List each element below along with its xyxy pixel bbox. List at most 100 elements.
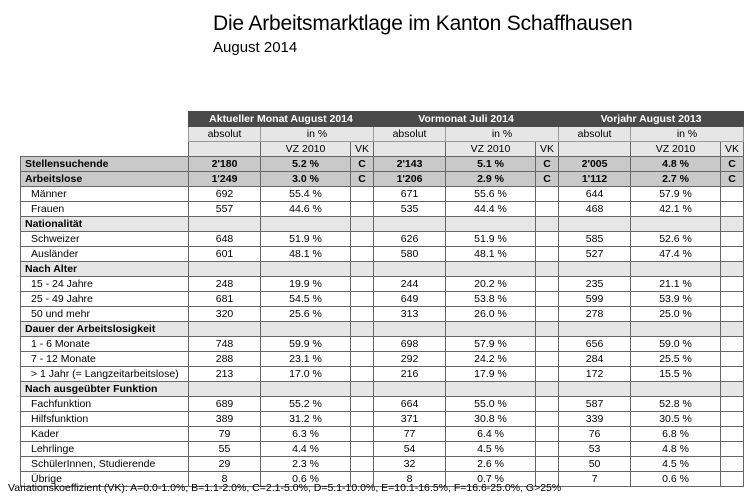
percent-cell: 0.6 % — [630, 471, 722, 487]
vk-cell — [349, 186, 375, 202]
section-label: Dauer der Arbeitslosigkeit — [20, 321, 189, 337]
absolute-value-cell: 32 — [373, 456, 447, 472]
vk-cell — [720, 411, 745, 427]
absolute-value-cell: 599 — [558, 291, 632, 307]
vk-cell — [720, 381, 745, 397]
absolute-value-cell — [188, 216, 261, 232]
table-row: Übrige 8 0.6 % 8 0.7 % 7 0.6 % — [20, 471, 745, 487]
absolute-value-cell: 671 — [373, 186, 447, 202]
vz-header: VZ 2010 — [260, 141, 351, 157]
vk-cell — [535, 246, 560, 262]
vk-cell — [535, 441, 560, 457]
vk-cell — [349, 381, 375, 397]
vk-cell — [720, 216, 745, 232]
header-row-basis: VZ 2010 VK VZ 2010 VK VZ 2010 VK — [21, 141, 745, 157]
row-label: Stellensuchende — [20, 156, 189, 172]
vk-cell — [349, 396, 375, 412]
percent-cell — [445, 381, 537, 397]
absolute-value-cell: 748 — [188, 336, 261, 352]
row-label: 15 - 24 Jahre — [20, 276, 189, 292]
section-label: Nationalität — [20, 216, 189, 232]
labour-market-table: Aktueller Monat August 2014 Vormonat Jul… — [20, 111, 745, 487]
vk-cell — [720, 471, 745, 487]
absolute-value-cell: 8 — [188, 471, 261, 487]
section-label: Nach ausgeübter Funktion — [20, 381, 189, 397]
percent-cell: 47.4 % — [630, 246, 722, 262]
table-row: 50 und mehr 320 25.6 % 313 26.0 % 278 25.0 % — [20, 306, 745, 322]
percent-cell: 4.8 % — [630, 156, 722, 172]
table-row: Schweizer 648 51.9 % 626 51.9 % 585 52.6 % — [20, 231, 745, 247]
percent-cell: 2.3 % — [260, 456, 351, 472]
table-row: 1 - 6 Monate 748 59.9 % 698 57.9 % 656 59.0 % — [20, 336, 745, 352]
vk-cell — [720, 291, 745, 307]
row-label: 25 - 49 Jahre — [20, 291, 189, 307]
vk-cell — [720, 186, 745, 202]
header-row-groups: Aktueller Monat August 2014 Vormonat Jul… — [21, 111, 745, 127]
percent-cell: 55.6 % — [445, 186, 537, 202]
absolute-value-cell: 698 — [373, 336, 447, 352]
percent-cell: 3.0 % — [260, 171, 351, 187]
percent-cell: 15.5 % — [630, 366, 722, 382]
absolute-value-cell: 649 — [373, 291, 447, 307]
abs-header: absolut — [188, 126, 261, 142]
vk-cell — [720, 426, 745, 442]
percent-cell: 57.9 % — [630, 186, 722, 202]
percent-cell: 20.2 % — [445, 276, 537, 292]
pct-header: in % — [630, 126, 745, 142]
percent-cell: 17.9 % — [445, 366, 537, 382]
percent-cell: 52.6 % — [630, 231, 722, 247]
absolute-value-cell: 7 — [558, 471, 632, 487]
absolute-value-cell: 648 — [188, 231, 261, 247]
table-row: SchülerInnen, Studierende 29 2.3 % 32 2.6 % 5… — [20, 456, 745, 472]
absolute-value-cell: 216 — [373, 366, 447, 382]
vk-cell — [720, 276, 745, 292]
percent-cell: 5.1 % — [445, 156, 537, 172]
vk-cell — [720, 441, 745, 457]
vk-cell — [535, 321, 560, 337]
absolute-value-cell: 339 — [558, 411, 632, 427]
absolute-value-cell: 77 — [373, 426, 447, 442]
absolute-value-cell: 389 — [188, 411, 261, 427]
percent-cell: 21.1 % — [630, 276, 722, 292]
row-label: Kader — [20, 426, 189, 442]
absolute-value-cell: 535 — [373, 201, 447, 217]
vk-cell — [535, 366, 560, 382]
vk-cell — [720, 306, 745, 322]
vk-cell — [535, 471, 560, 487]
absolute-value-cell: 79 — [188, 426, 261, 442]
row-label: Schweizer — [20, 231, 189, 247]
absolute-value-cell: 587 — [558, 396, 632, 412]
percent-cell: 55.4 % — [260, 186, 351, 202]
percent-cell: 23.1 % — [260, 351, 351, 367]
group-header-previous-year: Vorjahr August 2013 — [558, 111, 745, 127]
header-corner — [21, 112, 189, 127]
percent-cell: 24.2 % — [445, 351, 537, 367]
vk-cell — [349, 411, 375, 427]
percent-cell: 0.7 % — [445, 471, 537, 487]
percent-cell: 25.6 % — [260, 306, 351, 322]
table-row: Männer 692 55.4 % 671 55.6 % 644 57.9 % — [20, 186, 745, 202]
percent-cell: 55.0 % — [445, 396, 537, 412]
percent-cell: 53.8 % — [445, 291, 537, 307]
absolute-value-cell: 292 — [373, 351, 447, 367]
vk-cell — [535, 336, 560, 352]
vk-cell — [349, 351, 375, 367]
vk-cell — [349, 261, 375, 277]
percent-cell: 2.6 % — [445, 456, 537, 472]
percent-cell: 4.4 % — [260, 441, 351, 457]
vk-cell: C — [720, 156, 745, 172]
vk-cell: C — [720, 171, 745, 187]
absolute-value-cell: 244 — [373, 276, 447, 292]
absolute-value-cell: 468 — [558, 201, 632, 217]
row-label: SchülerInnen, Studierende — [20, 456, 189, 472]
absolute-value-cell: 1'112 — [558, 171, 632, 187]
percent-cell: 59.0 % — [630, 336, 722, 352]
percent-cell — [445, 321, 537, 337]
absolute-value-cell: 644 — [558, 186, 632, 202]
row-label: 7 - 12 Monate — [20, 351, 189, 367]
percent-cell: 55.2 % — [260, 396, 351, 412]
vk-cell — [535, 351, 560, 367]
row-label: Fachfunktion — [20, 396, 189, 412]
section-row: Nationalität — [20, 216, 745, 232]
row-label: Frauen — [20, 201, 189, 217]
